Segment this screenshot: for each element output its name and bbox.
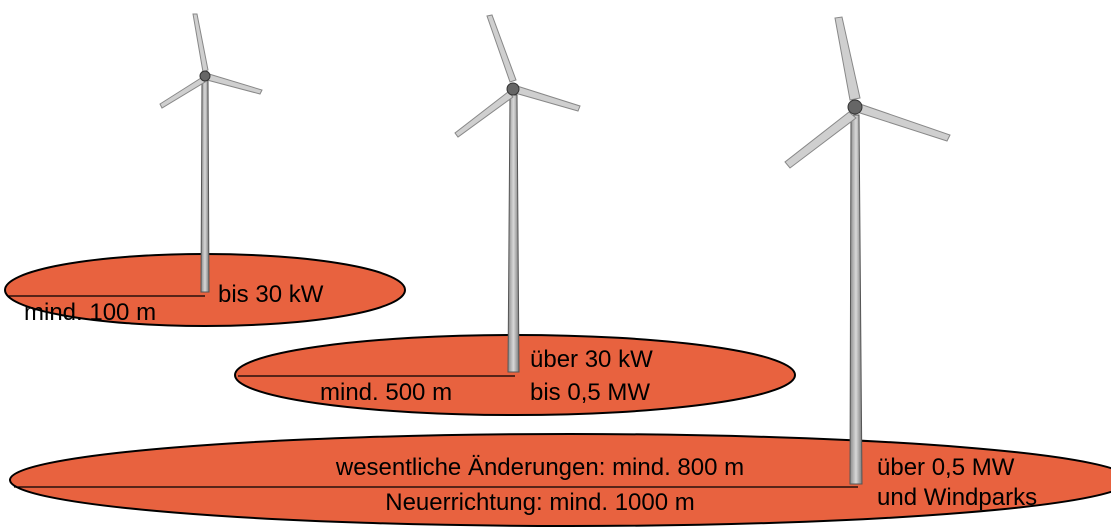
distance-label: Neuerrichtung: mind. 1000 m: [385, 489, 695, 516]
wind-turbine: [455, 15, 580, 372]
wind-turbine: [160, 14, 262, 292]
wind-turbine: [785, 17, 950, 484]
distance-label: mind. 100 m: [24, 299, 156, 326]
diagram: wesentliche Änderungen: mind. 800 m Neue…: [0, 0, 1111, 530]
power-label: bis 0,5 MW: [530, 379, 650, 406]
power-label: über 0,5 MW: [877, 454, 1015, 481]
distance-label: wesentliche Änderungen: mind. 800 m: [335, 454, 744, 481]
power-label: über 30 kW: [530, 346, 653, 373]
distance-label: mind. 500 m: [320, 379, 452, 406]
power-label: und Windparks: [877, 484, 1037, 511]
power-label: bis 30 kW: [218, 281, 324, 308]
